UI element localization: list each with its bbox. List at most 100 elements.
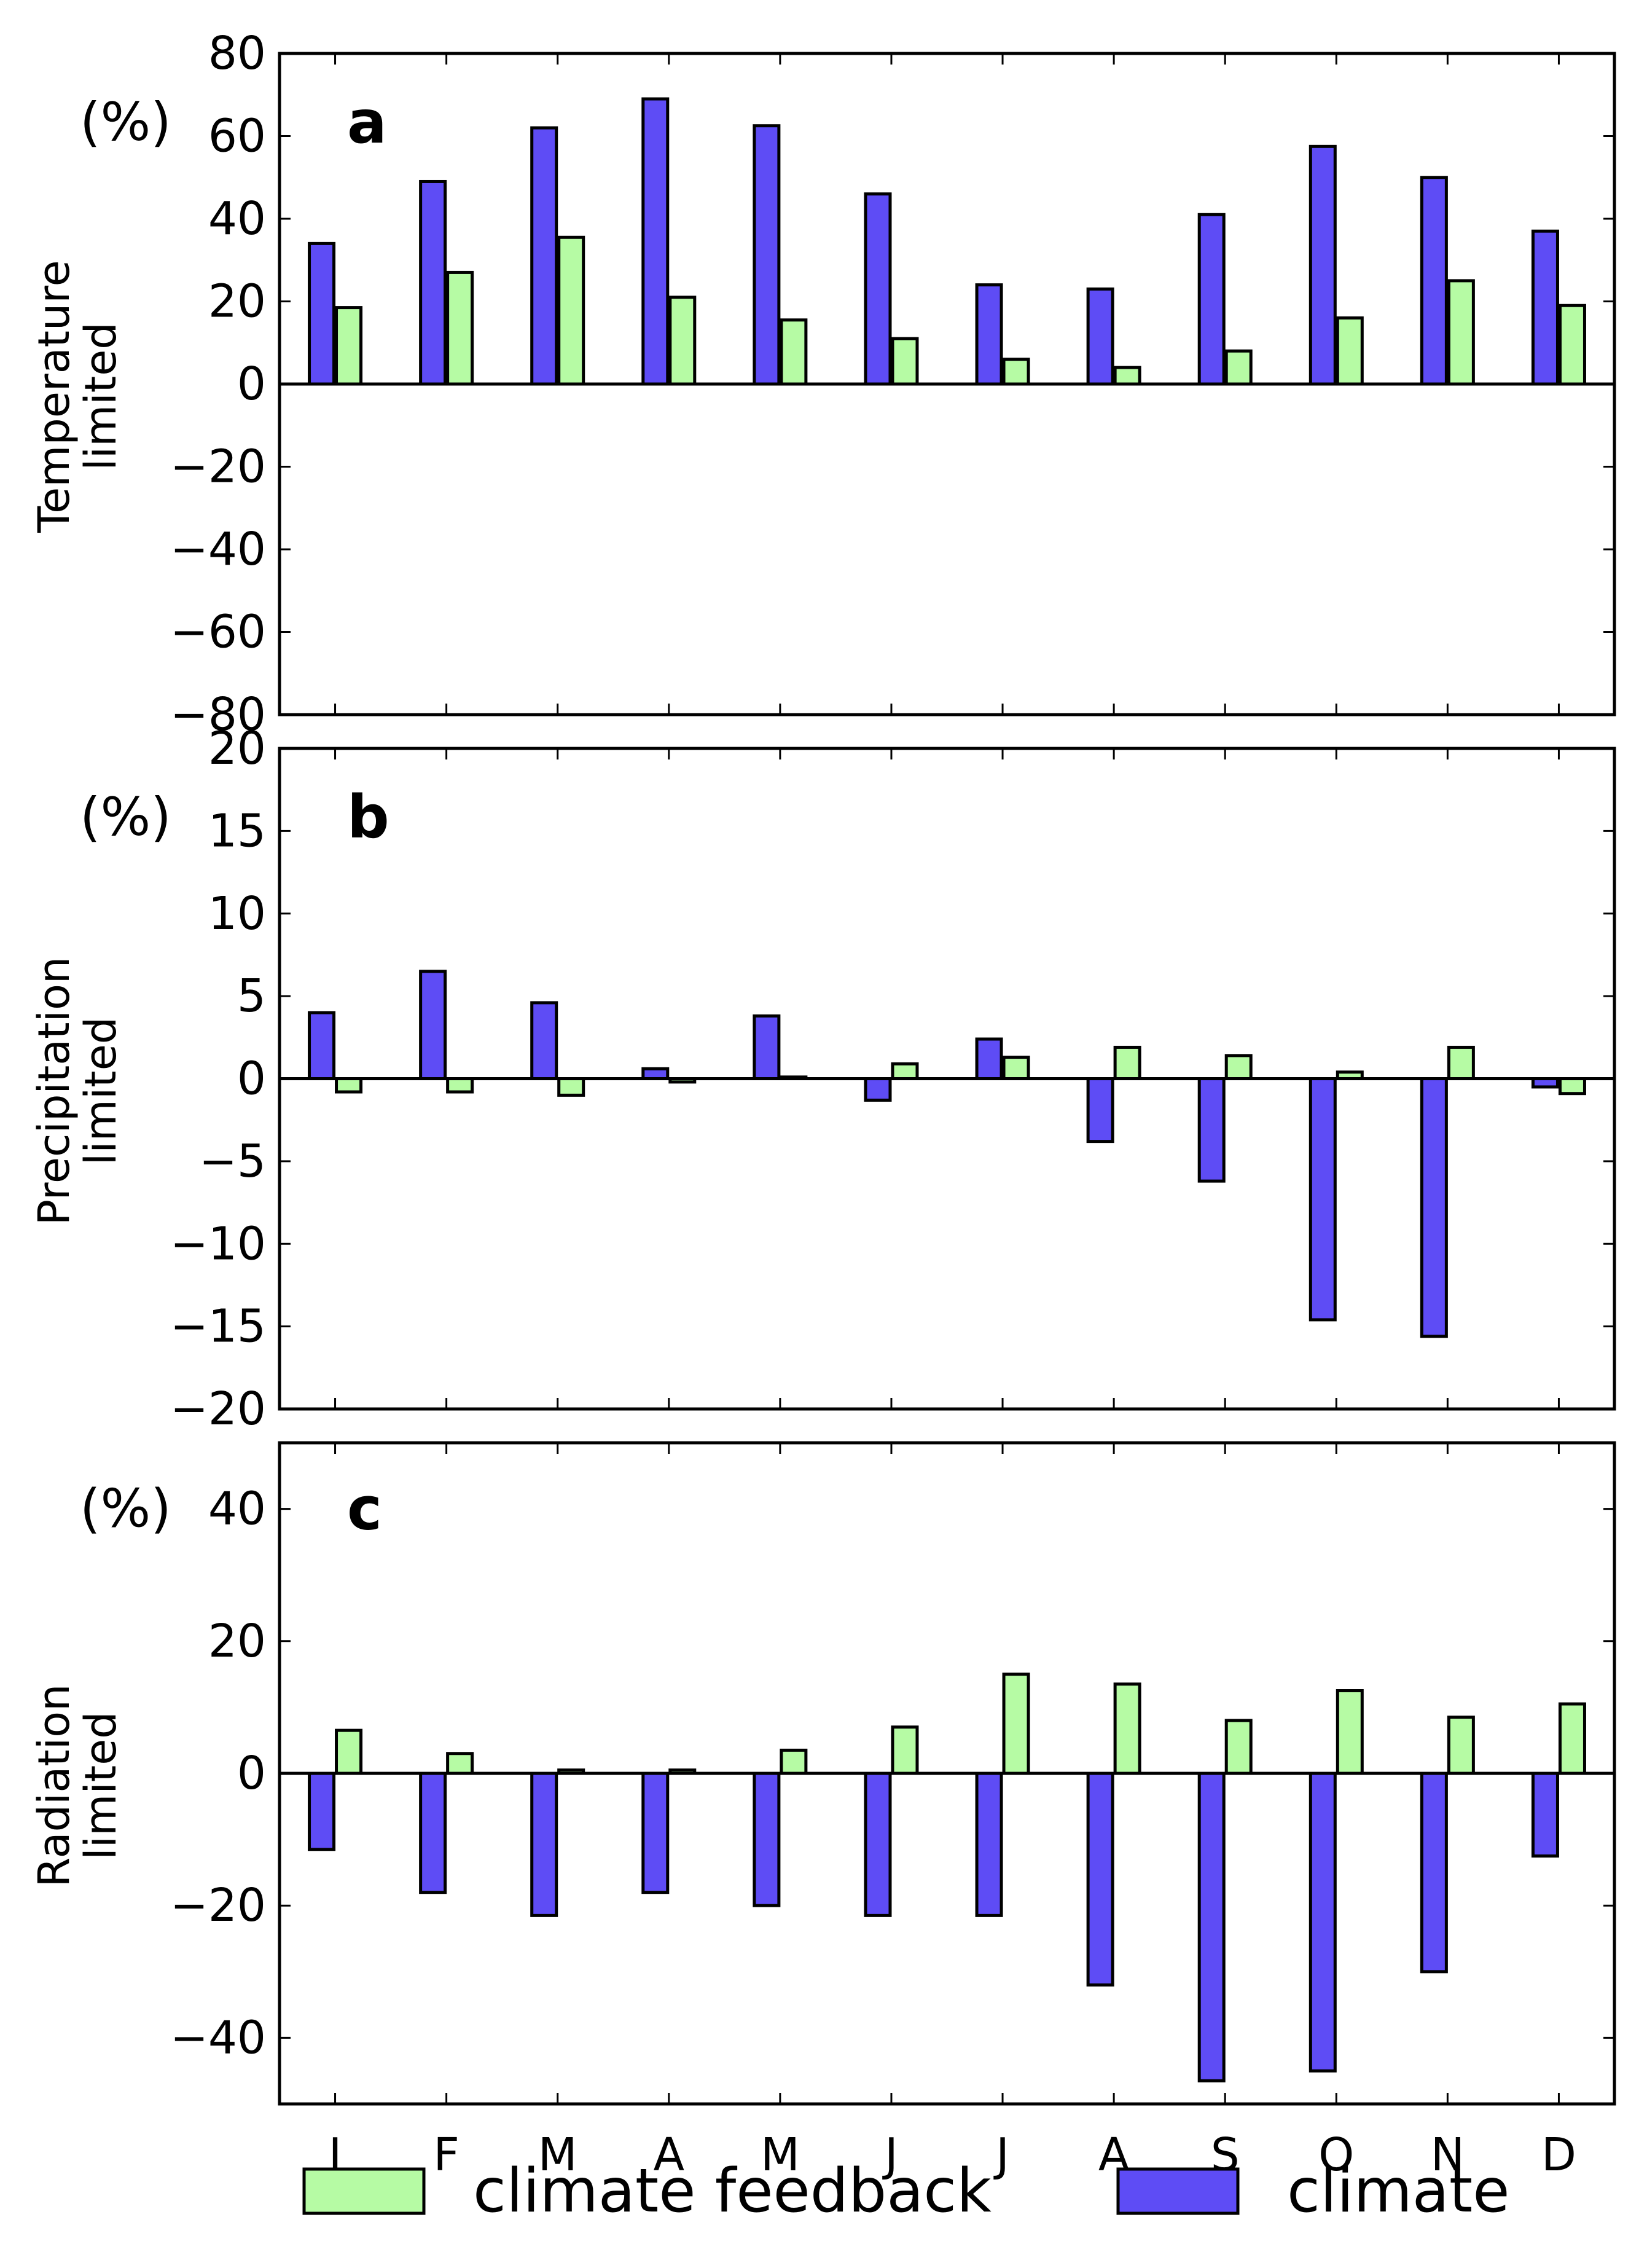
ytick-label: 5 bbox=[237, 970, 266, 1022]
bar-climate-feedback bbox=[1558, 304, 1586, 386]
ytick-label: −40 bbox=[170, 2011, 266, 2064]
bar-climate bbox=[1531, 229, 1559, 386]
y-axis-label-line: Radiation bbox=[29, 1684, 79, 1888]
bar-climate-feedback bbox=[780, 1748, 808, 1775]
bar-climate bbox=[864, 1772, 892, 1917]
bar-climate bbox=[530, 1772, 558, 1917]
bar-climate bbox=[1197, 1772, 1226, 2082]
panel-letter: a bbox=[347, 88, 387, 157]
ytick-label: 0 bbox=[237, 1747, 266, 1800]
ytick-label: −20 bbox=[170, 441, 266, 493]
xtick-label: D bbox=[1541, 2129, 1576, 2181]
legend-swatch-climate bbox=[1116, 2167, 1240, 2215]
plot-frame bbox=[278, 747, 1616, 1411]
bar-climate-feedback bbox=[335, 1077, 363, 1094]
panel-b: 20 15 10 5 0 −5 −10 −15 −20 (%) b Precipitationlimi… bbox=[29, 722, 1616, 1435]
ytick-label: 0 bbox=[237, 358, 266, 410]
bar-climate-feedback bbox=[1224, 1054, 1253, 1080]
legend-label-climate: climate bbox=[1287, 2156, 1510, 2226]
ytick-label: 10 bbox=[208, 887, 266, 940]
bar-climate-feedback bbox=[1447, 1716, 1475, 1775]
bar-climate bbox=[1309, 144, 1337, 386]
unit-label: (%) bbox=[80, 92, 171, 153]
bar-climate-feedback bbox=[1113, 1045, 1141, 1080]
bar-climate-feedback bbox=[1447, 279, 1475, 386]
ytick-label: 80 bbox=[208, 27, 266, 80]
bar-climate-feedback bbox=[1336, 1689, 1364, 1775]
ytick-label: −60 bbox=[170, 606, 266, 659]
ytick-label: −40 bbox=[170, 523, 266, 576]
xtick-label: F bbox=[433, 2129, 460, 2181]
legend-label-climate-feedback: climate feedback bbox=[473, 2156, 992, 2226]
bar-climate bbox=[975, 1037, 1003, 1080]
bar-climate bbox=[753, 1772, 781, 1907]
bar-climate bbox=[641, 97, 670, 386]
legend: climate feedback climate bbox=[302, 2156, 1510, 2226]
xtick-label: J bbox=[882, 2129, 898, 2181]
bar-climate bbox=[641, 1772, 670, 1894]
bar-climate bbox=[1420, 176, 1448, 386]
bar-climate-feedback bbox=[335, 1728, 363, 1775]
unit-label: (%) bbox=[80, 1478, 171, 1540]
bar-climate-feedback bbox=[1002, 1673, 1030, 1775]
bar-climate-feedback bbox=[780, 318, 808, 386]
bar-climate bbox=[530, 1001, 558, 1080]
ytick-label: 20 bbox=[208, 1615, 266, 1668]
ytick-label: −5 bbox=[199, 1135, 266, 1188]
bar-climate-feedback bbox=[1558, 1077, 1586, 1096]
panel-a: 80 60 40 20 0 −20 −40 −60 −80 (%) a Temperaturelimi… bbox=[29, 27, 1616, 741]
bar-climate-feedback bbox=[1002, 358, 1030, 386]
bar-climate-feedback bbox=[1336, 316, 1364, 386]
bar-climate bbox=[1309, 1077, 1337, 1322]
y-axis-label-line: limited bbox=[76, 1017, 126, 1165]
xtick-label: M bbox=[538, 2129, 577, 2181]
panel-letter: b bbox=[347, 783, 389, 852]
y-axis-label: Precipitationlimited bbox=[29, 957, 126, 1226]
bar-climate bbox=[1309, 1772, 1337, 2073]
ytick-label: −20 bbox=[170, 1383, 266, 1435]
ytick-label: −15 bbox=[170, 1300, 266, 1353]
bar-climate-feedback bbox=[668, 296, 697, 386]
bar-climate-feedback bbox=[1002, 1056, 1030, 1080]
bar-climate bbox=[1086, 1077, 1114, 1144]
plot-frame bbox=[278, 52, 1616, 716]
ytick-label: 20 bbox=[208, 722, 266, 775]
bar-climate bbox=[419, 1772, 447, 1894]
bar-climate bbox=[753, 124, 781, 386]
bar-climate bbox=[1531, 1772, 1559, 1858]
bar-climate-feedback bbox=[1447, 1045, 1475, 1080]
bar-climate bbox=[1086, 287, 1114, 386]
ytick-label: 40 bbox=[208, 192, 266, 245]
bar-climate bbox=[308, 1772, 336, 1851]
bar-climate bbox=[308, 1011, 336, 1080]
bar-climate-feedback bbox=[335, 306, 363, 386]
bar-climate bbox=[1420, 1772, 1448, 1974]
unit-label: (%) bbox=[80, 787, 171, 848]
y-axis-label: Radiationlimited bbox=[29, 1684, 126, 1888]
bar-climate-feedback bbox=[891, 1725, 919, 1775]
bar-climate bbox=[308, 241, 336, 386]
bar-climate bbox=[419, 970, 447, 1080]
xtick-label: A bbox=[653, 2129, 684, 2181]
y-axis-label-line: limited bbox=[76, 1711, 126, 1859]
bar-climate-feedback bbox=[557, 235, 585, 386]
bar-climate-feedback bbox=[446, 1752, 474, 1775]
ytick-label: 0 bbox=[237, 1053, 266, 1105]
xtick-label: O bbox=[1318, 2129, 1354, 2181]
bar-climate bbox=[975, 283, 1003, 386]
legend-swatch-climate-feedback bbox=[302, 2167, 426, 2215]
panel-letter: c bbox=[347, 1475, 382, 1544]
bar-climate bbox=[975, 1772, 1003, 1917]
bar-climate-feedback bbox=[1558, 1702, 1586, 1775]
bar-climate-feedback bbox=[891, 337, 919, 386]
bar-climate bbox=[864, 192, 892, 386]
plot-frame bbox=[278, 1441, 1616, 2106]
xtick-label: J bbox=[993, 2129, 1009, 2181]
y-axis-label-line: Precipitation bbox=[29, 957, 79, 1226]
bar-climate-feedback bbox=[1224, 1719, 1253, 1775]
bar-climate bbox=[753, 1014, 781, 1080]
y-axis-label: Temperaturelimited bbox=[29, 260, 126, 533]
ytick-label: 20 bbox=[208, 275, 266, 328]
